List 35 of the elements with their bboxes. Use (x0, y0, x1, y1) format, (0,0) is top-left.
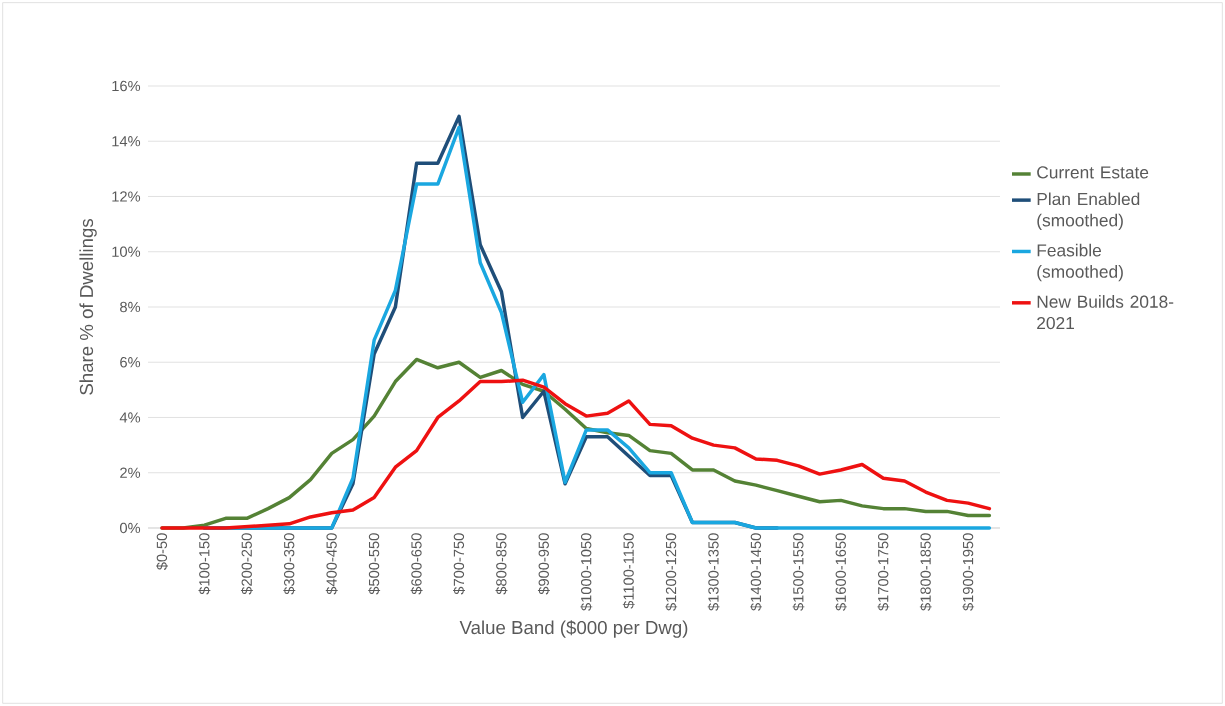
x-axis-title: Value Band ($000 per Dwg) (459, 620, 688, 638)
y-tick-label: 12% (112, 191, 141, 202)
x-tick-label: $700-750 (453, 533, 465, 595)
legend-label: Current Estate (1037, 166, 1149, 179)
x-tick-label: $500-550 (368, 533, 381, 595)
x-tick-label: $200-250 (240, 533, 253, 595)
y-tick-label: 8% (120, 301, 141, 313)
x-tick-label: $100-150 (198, 533, 211, 595)
x-tick-label: $900-950 (537, 533, 550, 595)
legend-label: Feasible (smoothed) (1037, 243, 1123, 282)
x-tick-label: $1300-1350 (707, 533, 720, 611)
x-tick-label: $1600-1650 (834, 533, 847, 611)
y-tick-label: 4% (119, 412, 141, 423)
x-tick-label: $1100-1150 (622, 533, 635, 609)
x-tick-label: $1400-1450 (750, 533, 762, 611)
y-tick-label: 16% (112, 80, 141, 92)
legend-label: Plan Enabled (smoothed) (1037, 192, 1140, 230)
x-tick-label: $600-650 (410, 533, 423, 595)
x-tick-label: $1700-1750 (877, 533, 890, 611)
x-tick-label: $0-50 (156, 533, 168, 571)
x-tick-label: $1200-1250 (665, 533, 678, 611)
y-tick-label: 10% (112, 246, 141, 257)
legend-label: New Builds 2018-2021 (1037, 295, 1174, 330)
y-axis-title: Share % of Dwellings (79, 219, 97, 395)
x-tick-label: $400-450 (325, 533, 338, 595)
x-tick-label: $800-850 (495, 533, 508, 595)
y-tick-label: 0% (120, 522, 141, 534)
x-tick-label: $1000-1050 (580, 533, 593, 611)
x-tick-label: $1800-1850 (919, 533, 932, 611)
x-tick-label: $1500-1550 (792, 533, 805, 611)
x-tick-label: $300-350 (283, 533, 296, 595)
y-tick-label: 6% (120, 357, 141, 368)
x-tick-label: $1900-1950 (962, 533, 975, 611)
y-tick-label: 14% (112, 136, 141, 147)
y-tick-label: 2% (120, 467, 141, 478)
